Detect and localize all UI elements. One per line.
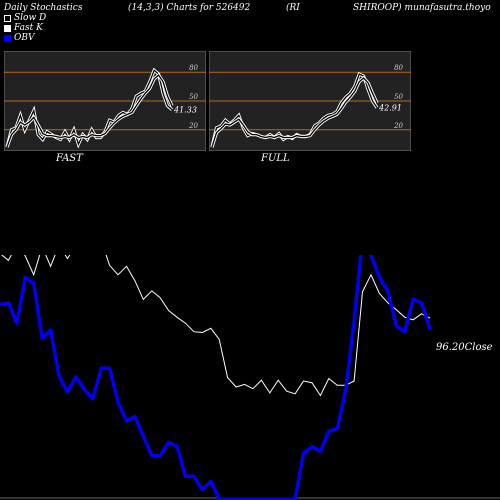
legend-obv-swatch	[4, 34, 11, 42]
chart-params: (14,3,3) Charts for 526492	[128, 3, 251, 13]
full-tick-20: 20	[393, 122, 403, 130]
fast-tick-20: 20	[188, 122, 198, 130]
legend-obv-label: OBV	[14, 33, 35, 43]
chart-title: Daily Stochastics	[4, 3, 83, 13]
fast-panel-label: FAST	[56, 153, 83, 164]
price-close-suffix: Close	[464, 342, 493, 353]
legend-obv: OBV	[4, 33, 35, 43]
fast-last-value-label: 41.33	[173, 106, 197, 115]
full-tick-50: 50	[394, 93, 403, 101]
fast-stochastic-panel: 20 50 80 41.33	[4, 51, 206, 151]
legend-slow-d-swatch	[4, 14, 11, 22]
obv-line	[0, 255, 432, 500]
full-stochastic-panel: 20 50 80 42.91	[209, 51, 411, 151]
legend-slow-d-label: Slow D	[14, 13, 47, 23]
chart-symbol-part: (RI	[286, 3, 300, 13]
price-close-label: 96.20Close	[436, 342, 493, 353]
price-close-value: 96.20	[436, 342, 465, 353]
full-tick-80: 80	[394, 64, 403, 72]
legend-slow-d: Slow D	[4, 13, 46, 23]
fast-tick-50: 50	[189, 93, 198, 101]
full-slow-d-line	[211, 77, 378, 148]
full-last-value-label: 42.91	[378, 104, 402, 113]
fast-slow-d-line	[6, 74, 173, 148]
legend-fast-k: Fast K	[4, 23, 43, 33]
legend-fast-k-label: Fast K	[14, 23, 43, 33]
full-panel-label: FULL	[261, 153, 290, 164]
legend-fast-k-swatch	[4, 24, 11, 32]
chart-source: SHIROOP) munafasutra.thoyo	[353, 3, 491, 13]
price-obv-panel	[0, 255, 500, 500]
fast-tick-80: 80	[189, 64, 198, 72]
close-price-line	[1, 255, 431, 397]
